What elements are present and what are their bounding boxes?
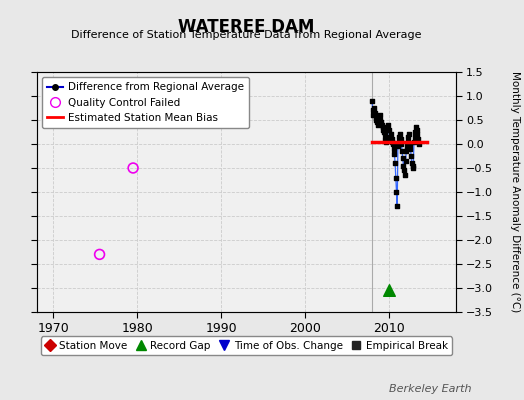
Point	[412, 124, 420, 130]
Point	[400, 167, 408, 174]
Point	[411, 129, 420, 135]
Text: Berkeley Earth: Berkeley Earth	[389, 384, 472, 394]
Point	[385, 287, 393, 294]
Point	[374, 122, 382, 128]
Point	[393, 203, 401, 210]
Point	[399, 155, 407, 162]
Point	[377, 119, 385, 126]
Text: WATEREE DAM: WATEREE DAM	[178, 18, 314, 36]
Point	[378, 122, 386, 128]
Legend: Difference from Regional Average, Quality Control Failed, Estimated Station Mean: Difference from Regional Average, Qualit…	[42, 77, 249, 128]
Point	[383, 126, 391, 133]
Point	[389, 146, 398, 152]
Point	[414, 136, 422, 142]
Point	[376, 117, 385, 123]
Point	[398, 148, 406, 154]
Point	[387, 136, 396, 142]
Point	[388, 138, 397, 145]
Point	[403, 138, 412, 145]
Point	[397, 136, 405, 142]
Point	[381, 136, 389, 142]
Point	[404, 134, 412, 140]
Point	[372, 117, 380, 123]
Point	[379, 126, 387, 133]
Point	[389, 141, 397, 147]
Point	[376, 112, 384, 118]
Point	[373, 119, 381, 126]
Point	[414, 141, 423, 147]
Point	[392, 189, 401, 195]
Point	[399, 162, 408, 169]
Text: Difference of Station Temperature Data from Regional Average: Difference of Station Temperature Data f…	[71, 30, 421, 40]
Point	[384, 122, 392, 128]
Point	[401, 158, 410, 164]
Point	[409, 165, 418, 171]
Point	[408, 162, 417, 169]
Point	[375, 114, 383, 121]
Point	[402, 148, 410, 154]
Point	[378, 124, 387, 130]
Point	[374, 117, 383, 123]
Y-axis label: Monthly Temperature Anomaly Difference (°C): Monthly Temperature Anomaly Difference (…	[510, 71, 520, 313]
Point	[387, 131, 395, 138]
Point	[95, 251, 104, 258]
Point	[406, 146, 414, 152]
Point	[382, 138, 390, 145]
Point	[395, 134, 403, 140]
Point	[396, 131, 404, 138]
Point	[129, 165, 137, 171]
Point	[401, 172, 409, 178]
Point	[408, 160, 416, 166]
Point	[412, 126, 421, 133]
Point	[370, 110, 379, 116]
Point	[380, 129, 388, 135]
Legend: Station Move, Record Gap, Time of Obs. Change, Empirical Break: Station Move, Record Gap, Time of Obs. C…	[40, 336, 452, 355]
Point	[368, 107, 377, 114]
Point	[390, 150, 399, 157]
Point	[403, 143, 411, 150]
Point	[391, 174, 400, 181]
Point	[369, 112, 378, 118]
Point	[394, 143, 402, 150]
Point	[391, 160, 399, 166]
Point	[413, 131, 422, 138]
Point	[370, 105, 378, 111]
Point	[407, 153, 416, 159]
Point	[372, 114, 380, 121]
Point	[410, 134, 419, 140]
Point	[385, 134, 394, 140]
Point	[368, 98, 376, 104]
Point	[397, 141, 406, 147]
Point	[395, 138, 403, 145]
Point	[386, 136, 395, 142]
Point	[383, 136, 391, 142]
Point	[410, 138, 418, 145]
Point	[380, 131, 389, 138]
Point	[406, 141, 414, 147]
Point	[385, 126, 393, 133]
Point	[405, 131, 413, 138]
